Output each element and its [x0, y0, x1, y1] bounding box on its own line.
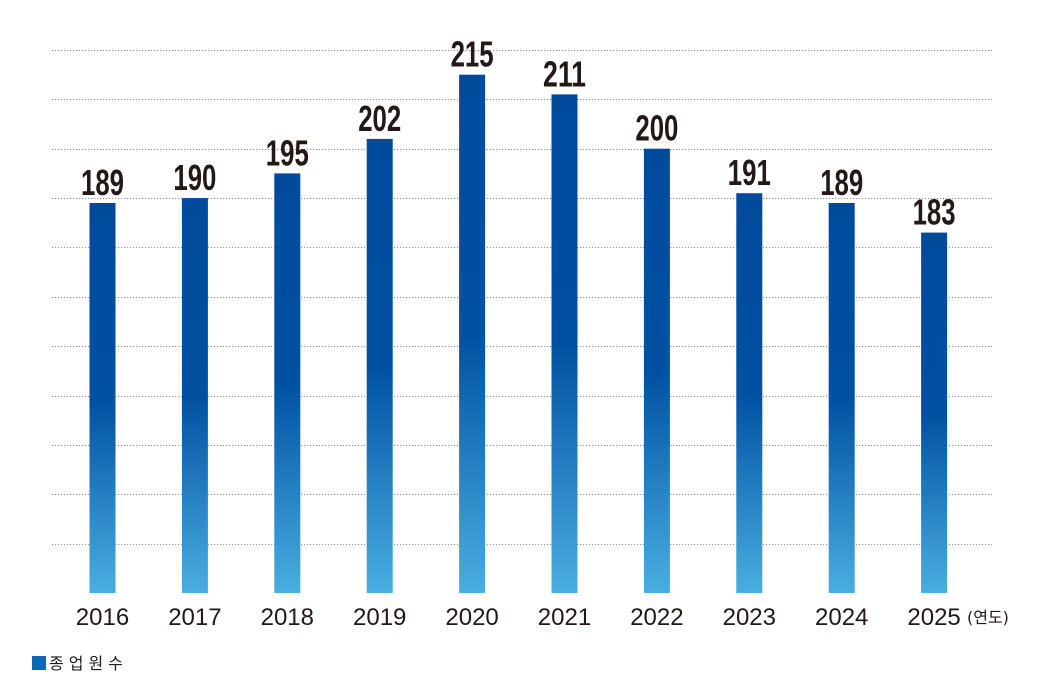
x-tick-label-2021: 2021	[538, 604, 591, 631]
x-axis-tick-labels: 2016 2017 2018 2019 2020 2021 2022 2023 2024 2025	[76, 604, 961, 631]
value-label-2021: 211	[543, 53, 586, 94]
legend: 종업원수	[32, 654, 128, 673]
value-label-2020: 215	[451, 34, 494, 75]
value-label-2024: 189	[820, 162, 863, 203]
bar-2025	[921, 232, 948, 593]
x-tick-label-2022: 2022	[630, 604, 683, 631]
value-label-2023: 191	[728, 152, 771, 193]
legend-swatch	[32, 656, 46, 670]
value-label-2025: 183	[913, 192, 956, 233]
x-tick-label-2016: 2016	[76, 604, 129, 631]
legend-label: 종업원수	[49, 654, 128, 673]
x-tick-label-2024: 2024	[815, 604, 868, 631]
bar-2020	[459, 74, 486, 593]
bar-2019	[366, 138, 393, 593]
x-tick-label-2017: 2017	[168, 604, 221, 631]
bar-2016	[89, 203, 116, 593]
bar-2024	[828, 203, 855, 593]
value-label-2017: 190	[173, 157, 216, 198]
x-axis-unit-label: (연도)	[967, 608, 1009, 627]
value-label-2018: 195	[266, 132, 309, 173]
x-tick-label-2023: 2023	[723, 604, 776, 631]
value-label-2016: 189	[81, 162, 124, 203]
bar-2018	[274, 173, 301, 593]
x-tick-label-2018: 2018	[261, 604, 314, 631]
x-tick-label-2020: 2020	[445, 604, 498, 631]
x-tick-label-2019: 2019	[353, 604, 406, 631]
bar-2023	[736, 193, 763, 593]
bars	[89, 74, 948, 594]
bar-2022	[643, 148, 670, 593]
bar-2017	[181, 198, 208, 593]
value-label-2022: 200	[635, 108, 678, 149]
bar-2021	[551, 94, 578, 594]
x-tick-label-2025: 2025	[907, 604, 960, 631]
value-labels: 189 190 195 202 215 211 200 191 189 183	[81, 34, 956, 233]
value-label-2019: 202	[358, 98, 401, 139]
